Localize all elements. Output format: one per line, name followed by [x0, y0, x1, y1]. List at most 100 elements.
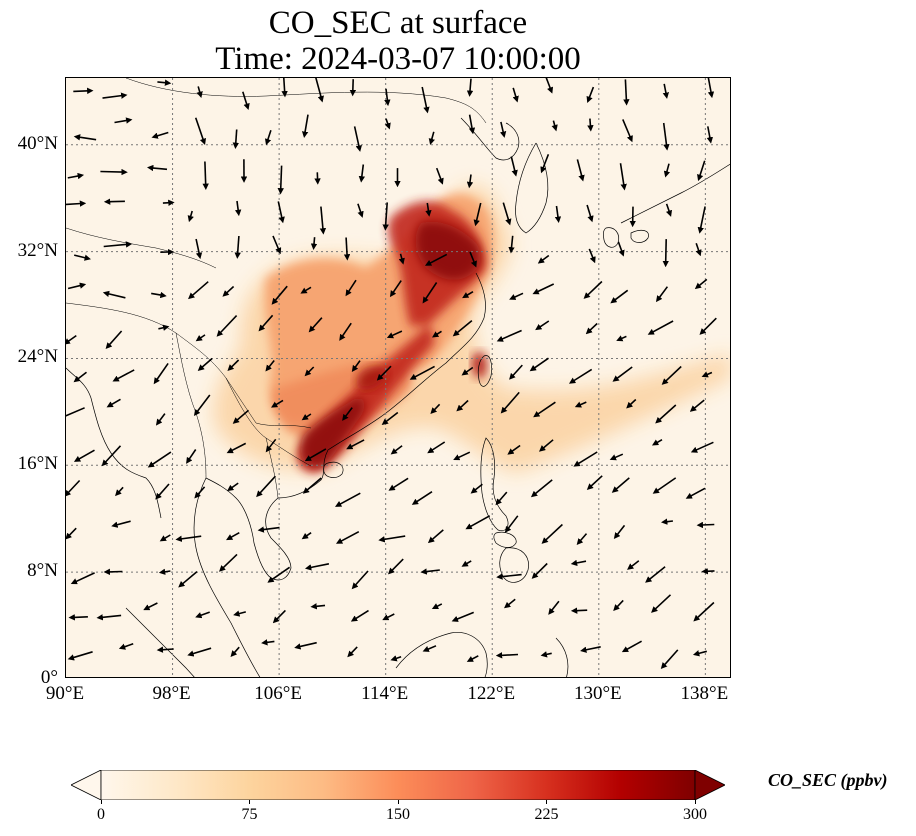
wind-arrow	[420, 568, 440, 575]
wind-arrow	[73, 371, 87, 383]
wind-arrow	[118, 643, 134, 650]
lon-tick-label: 106°E	[254, 683, 302, 704]
wind-arrow	[570, 559, 587, 567]
wind-arrow	[114, 117, 133, 124]
lat-tick-label: 16°N	[17, 453, 58, 475]
wind-arrow	[530, 479, 553, 498]
wind-arrow	[67, 282, 87, 290]
wind-arrow	[261, 639, 275, 646]
wind-arrow	[573, 451, 598, 467]
wind-arrow	[194, 117, 207, 146]
wind-arrow	[358, 164, 366, 183]
wind-arrow	[115, 486, 124, 497]
wind-arrow	[267, 566, 291, 583]
wind-arrow	[398, 253, 405, 265]
wind-arrow	[465, 515, 491, 530]
wind-arrow	[701, 371, 713, 378]
wind-arrow	[662, 239, 669, 268]
wind-arrow	[647, 320, 674, 335]
wind-arrow	[70, 572, 95, 585]
wind-arrow	[611, 477, 630, 493]
wind-arrow	[226, 442, 247, 454]
wind-arrow	[451, 611, 475, 622]
co-concentration-field	[213, 185, 730, 473]
wind-arrow	[272, 609, 286, 624]
wind-arrow	[626, 398, 637, 409]
lon-tick-label: 114°E	[361, 683, 409, 704]
wind-arrow	[232, 129, 239, 150]
wind-arrow	[617, 241, 625, 257]
wind-arrow	[665, 203, 673, 217]
wind-arrow	[222, 285, 235, 297]
wind-arrow	[432, 330, 442, 338]
wind-arrow	[271, 285, 288, 305]
wind-arrow	[585, 322, 598, 335]
wind-arrow	[271, 399, 284, 408]
lon-tick-label: 138°E	[680, 683, 729, 704]
wind-arrow	[257, 526, 280, 533]
lat-tick-label: 40°N	[17, 132, 58, 154]
wind-arrow	[194, 486, 206, 499]
wind-arrow	[304, 448, 327, 462]
wind-arrow	[334, 492, 361, 507]
wind-arrow	[693, 601, 715, 622]
wind-arrow	[495, 491, 508, 506]
wind-arrow	[430, 403, 441, 415]
wind-arrow	[301, 532, 312, 540]
japan-shikoku	[630, 229, 649, 243]
wind-arrow	[587, 118, 594, 132]
colorbar-graphic	[70, 769, 726, 801]
wind-arrow	[548, 600, 560, 615]
wind-arrow	[627, 560, 640, 570]
colorbar-label: CO_SEC (ppbv)	[768, 770, 888, 790]
wind-arrow	[195, 238, 203, 260]
country-borders	[66, 78, 487, 499]
wind-arrow	[499, 121, 507, 138]
wind-arrow	[613, 524, 626, 540]
wind-arrow	[651, 594, 672, 613]
wind-arrow	[382, 202, 389, 231]
colorbar-extend-min	[70, 769, 102, 801]
wind-arrow	[428, 131, 435, 146]
wind-arrow	[613, 599, 624, 612]
wind-arrow	[308, 317, 323, 333]
wind-arrow	[159, 534, 171, 542]
map-canvas	[66, 78, 730, 677]
wind-arrow	[73, 449, 95, 462]
wind-arrow	[695, 243, 702, 257]
wind-arrow	[384, 118, 391, 130]
wind-arrow	[576, 533, 588, 545]
wind-arrow	[106, 398, 121, 408]
wind-arrow	[73, 134, 97, 141]
wind-arrow	[473, 202, 482, 227]
wind-arrow	[234, 235, 241, 259]
wind-arrow	[452, 319, 473, 337]
wind-arrow	[616, 335, 627, 342]
wind-arrow	[610, 289, 629, 304]
colorbar-tick-label: 150	[386, 806, 410, 823]
wind-arrow	[538, 439, 554, 452]
lon-tick-label: 98°E	[152, 683, 191, 704]
wind-arrow	[350, 609, 369, 622]
wind-arrow	[495, 652, 519, 659]
colorbar	[70, 769, 726, 801]
map-time-subtitle: Time: 2024-03-07 10:00:00	[215, 41, 581, 77]
wind-arrow	[652, 477, 677, 494]
wind-arrow	[621, 640, 642, 653]
wind-arrow	[300, 286, 312, 294]
wind-arrow	[156, 646, 174, 653]
lat-tick-label: 8°N	[27, 560, 58, 582]
wind-arrow	[66, 200, 87, 207]
wind-arrow	[265, 438, 277, 453]
wind-arrow	[466, 78, 474, 97]
wind-arrow	[277, 165, 284, 195]
wind-arrow	[388, 477, 409, 491]
wind-arrow	[502, 202, 512, 226]
wind-arrow	[427, 529, 444, 544]
lat-tick-label: 0°	[40, 667, 58, 688]
sumatra-outline	[125, 607, 195, 677]
wind-arrow	[697, 160, 706, 182]
wind-arrow	[304, 366, 315, 377]
wind-arrow	[102, 92, 128, 99]
wind-arrow	[294, 641, 317, 650]
